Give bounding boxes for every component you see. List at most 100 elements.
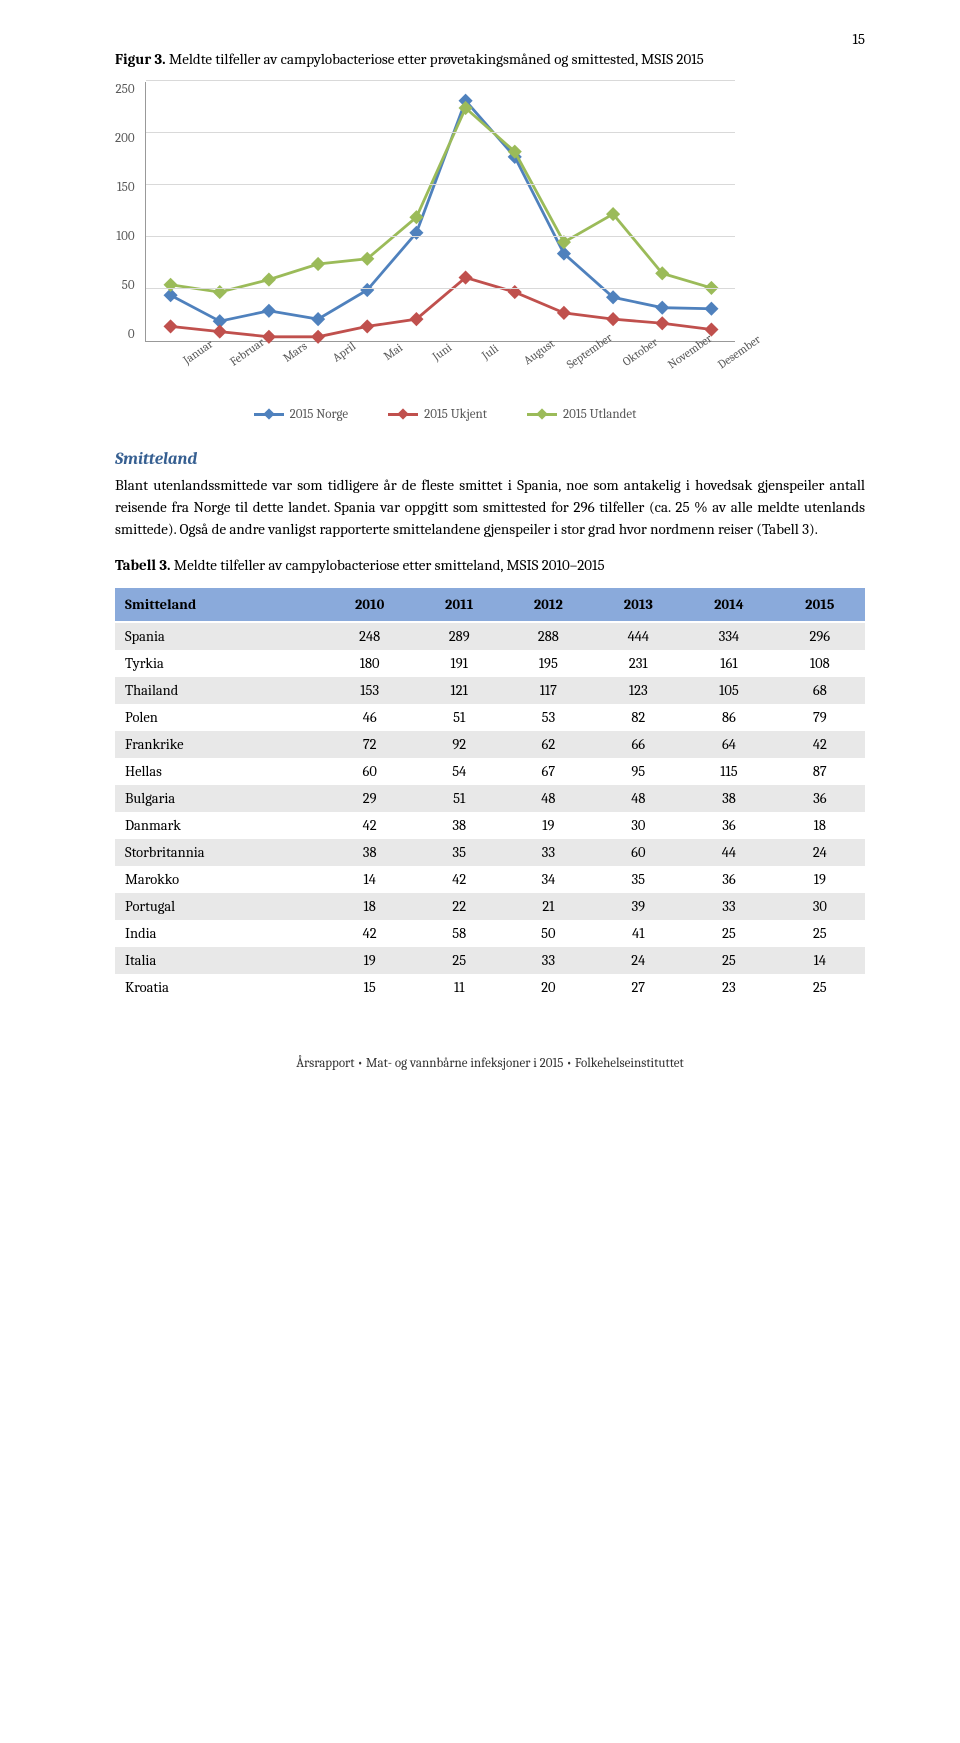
table-cell: Thailand: [115, 677, 324, 704]
table-cell: 22: [415, 893, 503, 920]
table-cell: 123: [593, 677, 683, 704]
table-cell: 42: [324, 920, 415, 947]
table-cell: Hellas: [115, 758, 324, 785]
table-cell: 51: [415, 785, 503, 812]
table-cell: 36: [683, 812, 774, 839]
y-tick-label: 250: [116, 82, 135, 97]
table-cell: 115: [683, 758, 774, 785]
legend-label: 2015 Norge: [290, 407, 348, 422]
table-cell: 36: [683, 866, 774, 893]
table-header-cell: 2011: [415, 588, 503, 622]
table-cell: 25: [683, 920, 774, 947]
table-cell: Marokko: [115, 866, 324, 893]
table-cell: 53: [503, 704, 593, 731]
table-cell: 46: [324, 704, 415, 731]
table-cell: Polen: [115, 704, 324, 731]
table-cell: 62: [503, 731, 593, 758]
table-cell: 35: [415, 839, 503, 866]
table-cell: 14: [324, 866, 415, 893]
table-cell: 87: [775, 758, 865, 785]
table-cell: 50: [503, 920, 593, 947]
table-cell: 19: [503, 812, 593, 839]
table-cell: 19: [324, 947, 415, 974]
table-cell: 20: [503, 974, 593, 1001]
table-cell: Bulgaria: [115, 785, 324, 812]
y-axis: 250200150100500: [115, 82, 145, 342]
table-cell: 42: [415, 866, 503, 893]
table-cell: 289: [415, 622, 503, 650]
legend-label: 2015 Ukjent: [424, 407, 487, 422]
table-title: Tabell 3. Meldte tilfeller av campylobac…: [115, 556, 865, 574]
body-paragraph: Blant utenlandssmittede var som tidliger…: [115, 475, 865, 540]
table-cell: India: [115, 920, 324, 947]
legend-item: 2015 Norge: [254, 407, 348, 422]
table-cell: 41: [593, 920, 683, 947]
figure-label: Figur 3.: [115, 50, 166, 68]
table-cell: 161: [683, 650, 774, 677]
table-cell: 23: [683, 974, 774, 1001]
table-cell: Kroatia: [115, 974, 324, 1001]
table-cell: 67: [503, 758, 593, 785]
table-row: Spania248289288444334296: [115, 622, 865, 650]
table-cell: 30: [593, 812, 683, 839]
table-header-cell: 2015: [775, 588, 865, 622]
y-tick-label: 200: [115, 131, 135, 146]
y-tick-label: 100: [116, 229, 134, 244]
x-axis: JanuarFebruarMarsAprilMaiJuniJuliAugustS…: [160, 342, 750, 362]
table-row: Tyrkia180191195231161108: [115, 650, 865, 677]
table-row: Danmark423819303618: [115, 812, 865, 839]
table-cell: 68: [775, 677, 865, 704]
table-cell: 25: [775, 974, 865, 1001]
table-cell: 54: [415, 758, 503, 785]
table-cell: 15: [324, 974, 415, 1001]
table-cell: Italia: [115, 947, 324, 974]
table-cell: 288: [503, 622, 593, 650]
line-chart: 250200150100500 JanuarFebruarMarsAprilMa…: [115, 82, 775, 422]
table-cell: 60: [593, 839, 683, 866]
table-cell: 51: [415, 704, 503, 731]
table-cell: 191: [415, 650, 503, 677]
table-cell: 33: [503, 947, 593, 974]
table-cell: 79: [775, 704, 865, 731]
table-cell: 42: [775, 731, 865, 758]
table-cell: Storbritannia: [115, 839, 324, 866]
table-cell: 33: [683, 893, 774, 920]
table-cell: 29: [324, 785, 415, 812]
table-cell: Portugal: [115, 893, 324, 920]
table-row: Bulgaria295148483836: [115, 785, 865, 812]
table-header-cell: Smitteland: [115, 588, 324, 622]
figure-caption: Meldte tilfeller av campylobacteriose et…: [169, 50, 704, 68]
chart-svg: [146, 82, 735, 341]
figure-title: Figur 3. Meldte tilfeller av campylobact…: [115, 50, 865, 68]
table-cell: 24: [775, 839, 865, 866]
table-cell: 39: [593, 893, 683, 920]
legend-item: 2015 Utlandet: [527, 407, 636, 422]
table-body: Spania248289288444334296Tyrkia1801911952…: [115, 622, 865, 1001]
legend-item: 2015 Ukjent: [388, 407, 487, 422]
table-row: Polen465153828679: [115, 704, 865, 731]
y-tick-label: 50: [122, 278, 135, 293]
table-cell: 444: [593, 622, 683, 650]
section-heading: Smitteland: [115, 450, 865, 469]
table-cell: 38: [415, 812, 503, 839]
table-caption: Meldte tilfeller av campylobacteriose et…: [174, 556, 605, 574]
table-row: India425850412525: [115, 920, 865, 947]
table-cell: Danmark: [115, 812, 324, 839]
table-cell: 58: [415, 920, 503, 947]
table-cell: 48: [503, 785, 593, 812]
table-cell: 72: [324, 731, 415, 758]
table-cell: 42: [324, 812, 415, 839]
table-cell: 38: [324, 839, 415, 866]
table-cell: 35: [593, 866, 683, 893]
table-cell: 25: [415, 947, 503, 974]
table-cell: 38: [683, 785, 774, 812]
table-cell: 86: [683, 704, 774, 731]
y-tick-label: 150: [117, 180, 135, 195]
table-cell: 18: [775, 812, 865, 839]
table-cell: 11: [415, 974, 503, 1001]
table-cell: 195: [503, 650, 593, 677]
table-cell: 60: [324, 758, 415, 785]
table-cell: 66: [593, 731, 683, 758]
table-header-row: Smitteland201020112012201320142015: [115, 588, 865, 622]
data-table: Smitteland201020112012201320142015 Spani…: [115, 588, 865, 1001]
